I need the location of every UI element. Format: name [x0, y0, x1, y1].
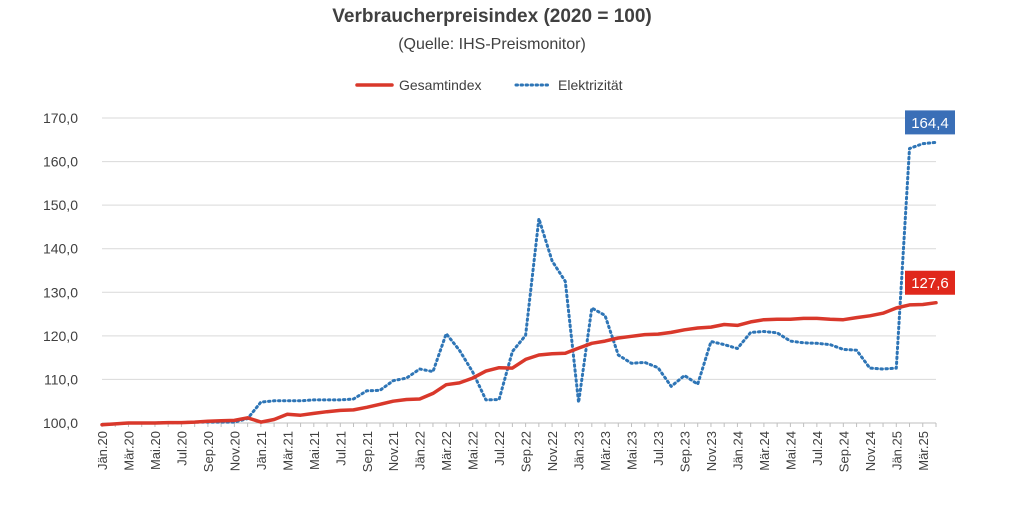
x-tick-label: Nov.21: [386, 431, 401, 471]
x-tick-label: Jul.22: [492, 431, 507, 466]
x-tick-label: Nov.23: [704, 431, 719, 471]
x-tick-label: Mär.24: [757, 431, 772, 471]
y-axis: 100,0 110,0 120,0 130,0 140,0 150,0 160,0 170,0: [43, 110, 78, 431]
legend: Gesamtindex Elektrizität: [355, 77, 623, 93]
y-tick-label: 140,0: [43, 241, 78, 257]
x-tick-label: Mär.22: [439, 431, 454, 471]
series-line-gesamtindex: [100, 300, 938, 427]
x-tick-label: Mai.24: [783, 431, 798, 470]
x-tick-label: Nov.24: [863, 431, 878, 471]
data-labels: 127,6 164,4: [905, 110, 955, 295]
legend-label-gesamtindex: Gesamtindex: [399, 77, 481, 93]
chart-subtitle: (Quelle: IHS-Preismonitor): [398, 36, 586, 53]
x-tick-label: Sep.24: [836, 431, 851, 472]
x-tick-label: Sep.22: [519, 431, 534, 472]
y-tick-label: 150,0: [43, 197, 78, 213]
x-tick-label: Jul.24: [810, 431, 825, 466]
data-label-elektrizitaet: 164,4: [911, 115, 949, 132]
x-tick-label: Jän.21: [254, 431, 269, 470]
x-tick-label: Sep.20: [201, 431, 216, 472]
x-axis: Jän.20 Mär.20 Mai.20 Jul.20 Sep.20 Nov.20 Jän.…: [95, 423, 937, 472]
x-tick-label: Mär.23: [598, 431, 613, 471]
y-tick-label: 100,0: [43, 415, 78, 431]
x-tick-label: Jän.22: [413, 431, 428, 470]
x-tick-label: Jul.20: [174, 431, 189, 466]
gridlines: [102, 117, 936, 424]
x-tick-label: Mär.25: [916, 431, 931, 471]
data-label-gesamtindex: 127,6: [911, 275, 949, 292]
chart-title: Verbraucherpreisindex (2020 = 100): [332, 6, 652, 27]
x-tick-label: Jän.24: [730, 431, 745, 470]
data-label-box-elektrizitaet: [905, 110, 955, 135]
data-label-box-gesamtindex: [905, 270, 955, 295]
x-tick-label: Jul.21: [333, 431, 348, 466]
x-tick-label: Mär.20: [121, 431, 136, 471]
x-tick-label: Mär.21: [280, 431, 295, 471]
legend-label-elektrizitaet: Elektrizität: [558, 77, 623, 93]
y-tick-label: 160,0: [43, 154, 78, 170]
y-tick-label: 110,0: [44, 371, 78, 387]
y-tick-label: 130,0: [43, 284, 78, 300]
x-tick-label: Sep.21: [360, 431, 375, 472]
x-tick-label: Jän.20: [95, 431, 110, 470]
x-tick-label: Nov.20: [227, 431, 242, 471]
series-line-elektrizitaet: [100, 140, 938, 427]
y-tick-label: 170,0: [43, 110, 78, 126]
x-tick-label: Mai.21: [307, 431, 322, 470]
x-tick-label: Jän.25: [889, 431, 904, 470]
x-tick-label: Sep.23: [677, 431, 692, 472]
x-tick-label: Mai.22: [466, 431, 481, 470]
y-tick-label: 120,0: [43, 328, 78, 344]
series-lines: [100, 140, 938, 427]
x-tick-label: Mai.20: [148, 431, 163, 470]
x-tick-label: Mai.23: [625, 431, 640, 470]
x-tick-label: Jän.23: [572, 431, 587, 470]
x-tick-label: Nov.22: [545, 431, 560, 471]
x-tick-label: Jul.23: [651, 431, 666, 466]
